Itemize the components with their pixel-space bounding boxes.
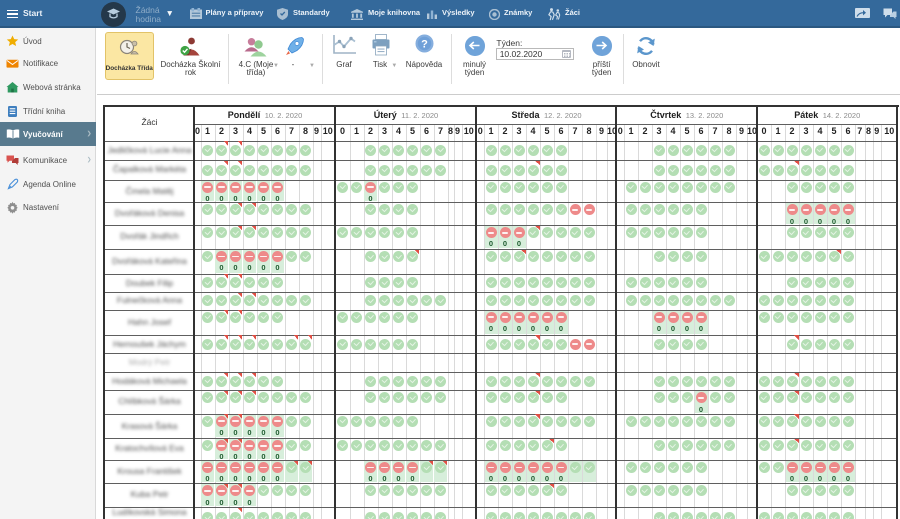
svg-text:?: ? [421,39,428,51]
